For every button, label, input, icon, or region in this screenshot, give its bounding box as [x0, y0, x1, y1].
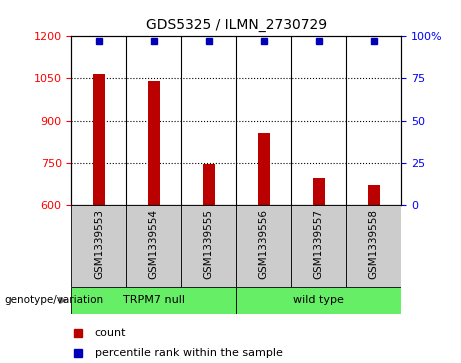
Bar — [181, 205, 236, 287]
Bar — [203, 164, 215, 205]
Text: genotype/variation: genotype/variation — [5, 295, 104, 305]
Text: GSM1339556: GSM1339556 — [259, 209, 269, 279]
Text: TRPM7 null: TRPM7 null — [123, 295, 185, 305]
Text: GSM1339555: GSM1339555 — [204, 209, 214, 279]
Bar — [236, 287, 401, 314]
Text: GSM1339558: GSM1339558 — [369, 209, 378, 279]
Bar — [71, 287, 236, 314]
Text: GSM1339557: GSM1339557 — [313, 209, 324, 279]
Bar — [236, 205, 291, 287]
Bar — [126, 205, 181, 287]
Text: GSM1339554: GSM1339554 — [149, 209, 159, 279]
Text: wild type: wild type — [293, 295, 344, 305]
Title: GDS5325 / ILMN_2730729: GDS5325 / ILMN_2730729 — [146, 19, 327, 33]
Bar — [93, 74, 105, 205]
Bar — [346, 205, 401, 287]
Bar — [367, 185, 380, 205]
Text: percentile rank within the sample: percentile rank within the sample — [95, 348, 283, 358]
Bar — [313, 178, 325, 205]
Text: count: count — [95, 328, 126, 338]
Bar — [148, 81, 160, 205]
Text: GSM1339553: GSM1339553 — [94, 209, 104, 279]
Bar — [71, 205, 126, 287]
Bar — [291, 205, 346, 287]
Bar — [258, 133, 270, 205]
